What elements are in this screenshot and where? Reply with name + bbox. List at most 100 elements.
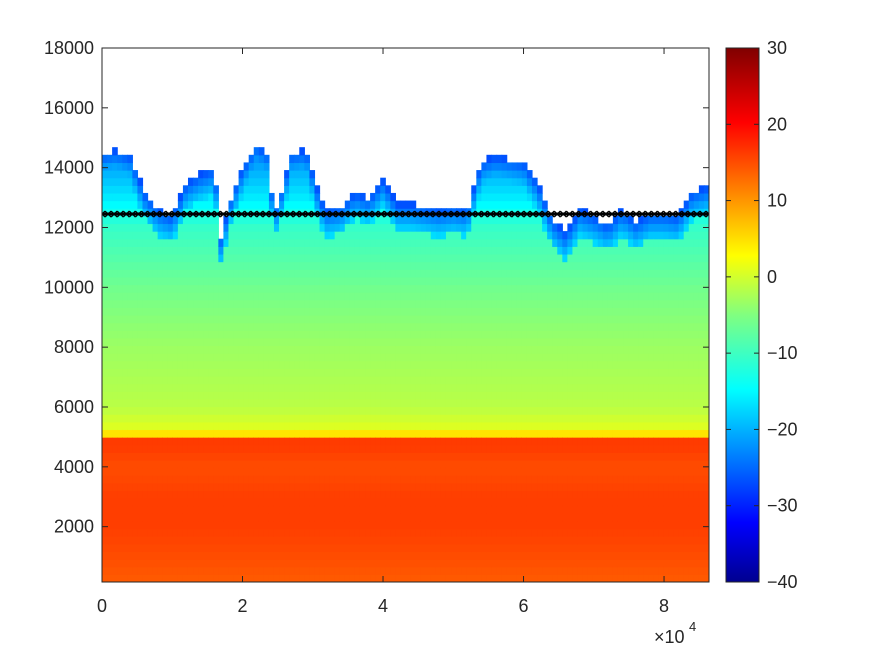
heatmap-cell: [182, 276, 189, 286]
heatmap-cell: [567, 429, 574, 438]
heatmap-cell: [587, 475, 594, 484]
heatmap-cell: [334, 345, 341, 354]
heatmap-cell: [334, 498, 341, 507]
heatmap-cell: [506, 513, 513, 522]
heatmap-cell: [537, 520, 543, 530]
heatmap-cell: [279, 353, 285, 362]
heatmap-cell: [380, 337, 386, 347]
heatmap-cell: [511, 299, 518, 308]
heatmap-cell: [193, 246, 199, 255]
heatmap-cell: [198, 543, 204, 553]
heatmap-cell: [339, 231, 346, 240]
heatmap-cell: [481, 223, 488, 232]
heatmap-cell: [491, 170, 498, 179]
heatmap-cell: [319, 452, 326, 461]
heatmap-cell: [284, 360, 290, 369]
heatmap-cell: [582, 566, 589, 575]
heatmap-cell: [425, 322, 432, 331]
heatmap-cell: [339, 452, 346, 461]
heatmap-cell: [137, 353, 144, 362]
heatmap-cell: [577, 452, 584, 461]
heatmap-cell: [203, 276, 209, 286]
heatmap-cell: [107, 253, 113, 263]
heatmap-cell: [258, 528, 265, 537]
heatmap-cell: [461, 444, 467, 453]
heatmap-cell: [182, 200, 189, 209]
heatmap-cell: [132, 543, 139, 553]
heatmap-cell: [117, 459, 123, 469]
heatmap-cell: [506, 414, 513, 423]
heatmap-cell: [334, 330, 341, 339]
heatmap-cell: [354, 269, 361, 278]
heatmap-cell: [329, 246, 336, 255]
heatmap-cell: [516, 330, 523, 339]
heatmap-cell: [481, 238, 488, 247]
heatmap-cell: [167, 299, 174, 308]
heatmap-cell: [238, 528, 245, 537]
heatmap-cell: [294, 482, 300, 492]
heatmap-cell: [198, 406, 204, 415]
heatmap-cell: [233, 498, 240, 507]
heatmap-cell: [587, 398, 594, 408]
heatmap-cell: [567, 559, 574, 568]
heatmap-cell: [187, 459, 194, 469]
heatmap-cell: [370, 414, 376, 423]
heatmap-cell: [162, 238, 169, 247]
heatmap-cell: [324, 551, 331, 560]
heatmap-cell: [445, 498, 452, 507]
heatmap-cell: [314, 307, 321, 316]
heatmap-cell: [309, 566, 316, 575]
heatmap-cell: [122, 543, 128, 553]
heatmap-cell: [182, 337, 189, 347]
heatmap-cell: [187, 490, 194, 499]
heatmap-cell: [238, 505, 245, 514]
heatmap-cell: [152, 391, 159, 400]
heatmap-cell: [273, 482, 280, 492]
heatmap-cell: [572, 505, 579, 514]
heatmap-cell: [466, 353, 472, 362]
heatmap-cell: [496, 475, 503, 484]
heatmap-cell: [238, 208, 245, 217]
heatmap-cell: [314, 551, 321, 560]
heatmap-cell: [142, 414, 149, 423]
heatmap-cell: [476, 315, 482, 324]
heatmap-cell: [314, 284, 321, 293]
heatmap-cell: [542, 498, 548, 507]
heatmap-cell: [223, 337, 230, 347]
heatmap-cell: [218, 490, 224, 499]
heatmap-cell: [122, 170, 128, 179]
heatmap-cell: [273, 566, 280, 575]
heatmap-cell: [491, 414, 498, 423]
heatmap-cell: [526, 414, 533, 423]
heatmap-cell: [122, 513, 128, 522]
heatmap-cell: [582, 330, 589, 339]
heatmap-cell: [329, 437, 336, 446]
heatmap-cell: [248, 414, 255, 423]
heatmap-cell: [309, 421, 316, 431]
heatmap-cell: [329, 276, 336, 286]
heatmap-cell: [339, 520, 346, 530]
heatmap-cell: [253, 414, 260, 423]
heatmap-cell: [425, 238, 432, 247]
heatmap-cell: [587, 505, 594, 514]
heatmap-cell: [506, 261, 513, 270]
heatmap-cell: [349, 261, 356, 270]
heatmap-cell: [582, 406, 589, 415]
heatmap-cell: [359, 337, 366, 347]
heatmap-cell: [496, 223, 503, 232]
heatmap-cell: [223, 482, 230, 492]
heatmap-cell: [400, 398, 407, 408]
heatmap-cell: [273, 315, 280, 324]
heatmap-cell: [405, 551, 412, 560]
heatmap-cell: [572, 559, 579, 568]
heatmap-cell: [218, 299, 224, 308]
heatmap-cell: [567, 528, 574, 537]
heatmap-cell: [506, 429, 513, 438]
heatmap-cell: [496, 360, 503, 369]
heatmap-cell: [238, 246, 245, 255]
heatmap-cell: [572, 238, 579, 247]
heatmap-cell: [243, 559, 250, 568]
heatmap-cell: [385, 429, 391, 438]
heatmap-cell: [390, 459, 396, 469]
heatmap-cell: [253, 299, 260, 308]
